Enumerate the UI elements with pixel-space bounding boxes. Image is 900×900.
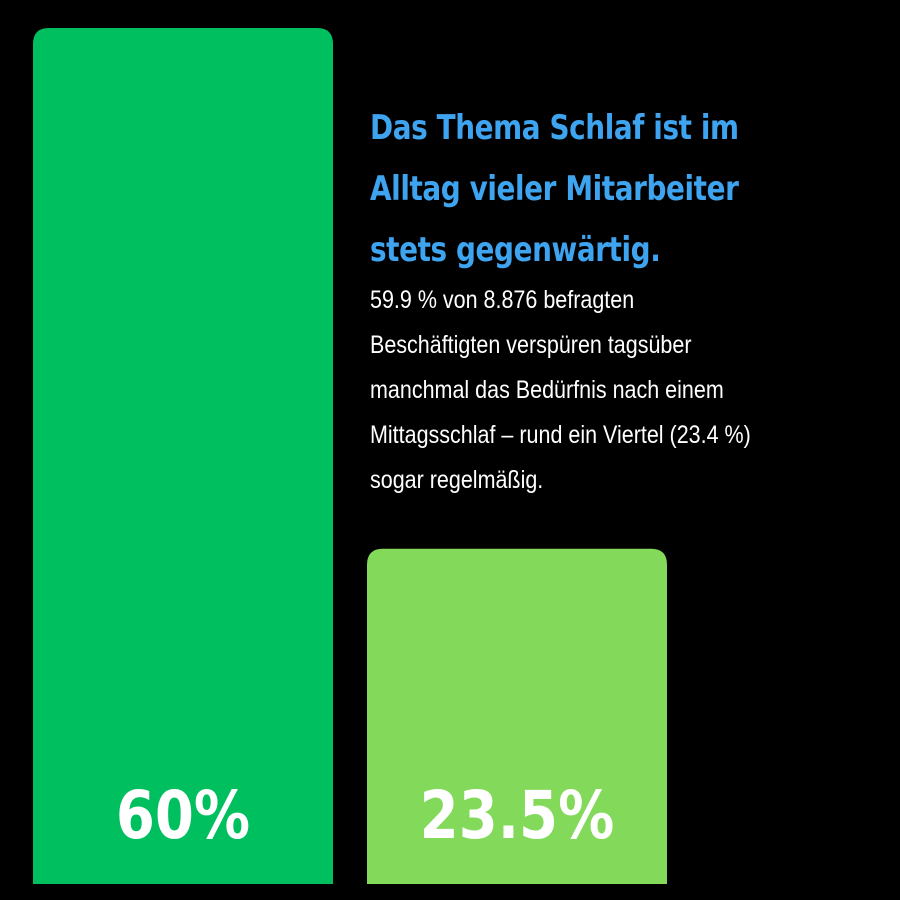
description-text: 59.9 % von 8.876 befragten Beschäftigten…: [370, 286, 751, 494]
bar-2: [367, 548, 667, 884]
bar-value-label-1: 60%: [116, 778, 250, 855]
bar-value-label-2: 23.5%: [420, 778, 615, 855]
bar-1: [33, 28, 333, 884]
headline: Das Thema Schlaf ist im Alltag vieler Mi…: [370, 108, 739, 270]
